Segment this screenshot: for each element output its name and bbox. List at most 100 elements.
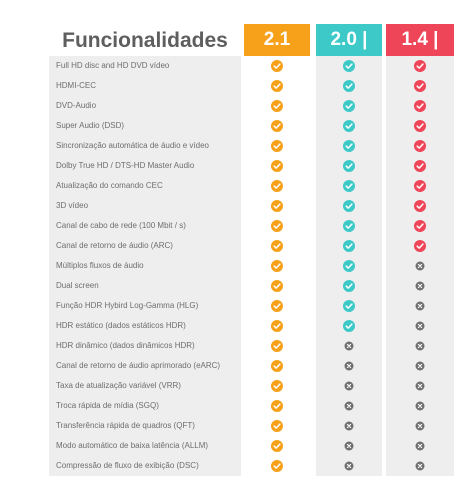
table-row: HDR estático (dados estáticos HDR) xyxy=(49,316,454,336)
check-icon xyxy=(414,180,426,192)
check-icon xyxy=(271,100,283,112)
check-icon xyxy=(271,380,283,392)
check-icon xyxy=(271,460,283,472)
check-icon xyxy=(271,160,283,172)
support-cell-hdmi-1-4 xyxy=(386,116,454,136)
cross-icon xyxy=(414,380,426,392)
support-cell-hdmi-2-0 xyxy=(316,156,382,176)
column-header-hdmi-2-0: 2.0 | 2.0 xyxy=(316,24,382,82)
support-cell-hdmi-2-1 xyxy=(244,356,310,376)
table-row: Taxa de atualização variável (VRR) xyxy=(49,376,454,396)
support-cell-hdmi-2-1 xyxy=(244,396,310,416)
feature-label: Múltiplos fluxos de áudio xyxy=(49,256,241,276)
check-icon xyxy=(271,320,283,332)
support-cell-hdmi-2-1 xyxy=(244,236,310,256)
check-icon xyxy=(414,100,426,112)
table-row: HDR dinâmico (dados dinâmicos HDR) xyxy=(49,336,454,356)
feature-label: Função HDR Hybird Log-Gamma (HLG) xyxy=(49,296,241,316)
support-cell-hdmi-1-4 xyxy=(386,176,454,196)
check-icon xyxy=(271,260,283,272)
table-title: Funcionalidades xyxy=(62,29,228,52)
table-row: Sincronização automática de áudio e víde… xyxy=(49,136,454,156)
check-icon xyxy=(343,60,355,72)
feature-label: DVD-Audio xyxy=(49,96,241,116)
feature-label: Compressão de fluxo de exibição (DSC) xyxy=(49,456,241,476)
support-cell-hdmi-2-0 xyxy=(316,56,382,76)
cross-icon xyxy=(414,360,426,372)
support-cell-hdmi-2-1 xyxy=(244,276,310,296)
check-icon xyxy=(271,280,283,292)
cross-icon xyxy=(414,320,426,332)
check-icon xyxy=(343,300,355,312)
support-cell-hdmi-1-4 xyxy=(386,196,454,216)
table-row: Atualização do comando CEC xyxy=(49,176,454,196)
support-cell-hdmi-2-0 xyxy=(316,376,382,396)
support-cell-hdmi-2-0 xyxy=(316,396,382,416)
check-icon xyxy=(414,160,426,172)
cross-icon xyxy=(414,400,426,412)
feature-label: Full HD disc and HD DVD vídeo xyxy=(49,56,241,76)
cross-icon xyxy=(414,280,426,292)
check-icon xyxy=(343,220,355,232)
support-cell-hdmi-2-0 xyxy=(316,236,382,256)
cross-icon xyxy=(414,260,426,272)
support-cell-hdmi-1-4 xyxy=(386,276,454,296)
feature-label: Transferência rápida de quadros (QFT) xyxy=(49,416,241,436)
check-icon xyxy=(271,140,283,152)
table-row: Dual screen xyxy=(49,276,454,296)
support-cell-hdmi-2-1 xyxy=(244,456,310,476)
check-icon xyxy=(271,220,283,232)
feature-label: Troca rápida de mídia (SGQ) xyxy=(49,396,241,416)
support-cell-hdmi-1-4 xyxy=(386,256,454,276)
check-icon xyxy=(271,300,283,312)
feature-label: Canal de retorno de áudio aprimorado (eA… xyxy=(49,356,241,376)
check-icon xyxy=(343,280,355,292)
feature-label: Sincronização automática de áudio e víde… xyxy=(49,136,241,156)
support-cell-hdmi-2-0 xyxy=(316,336,382,356)
check-icon xyxy=(271,360,283,372)
check-icon xyxy=(271,420,283,432)
feature-label: HDMI-CEC xyxy=(49,76,241,96)
support-cell-hdmi-2-1 xyxy=(244,156,310,176)
check-icon xyxy=(343,180,355,192)
table-row: Dolby True HD / DTS-HD Master Audio xyxy=(49,156,454,176)
feature-label: Modo automático de baixa latência (ALLM) xyxy=(49,436,241,456)
check-icon xyxy=(271,240,283,252)
check-icon xyxy=(271,80,283,92)
feature-label: Canal de retorno de áudio (ARC) xyxy=(49,236,241,256)
cross-icon xyxy=(343,400,355,412)
cross-icon xyxy=(343,440,355,452)
cross-icon xyxy=(414,300,426,312)
support-cell-hdmi-1-4 xyxy=(386,416,454,436)
support-cell-hdmi-2-0 xyxy=(316,96,382,116)
cross-icon xyxy=(343,420,355,432)
support-cell-hdmi-2-0 xyxy=(316,456,382,476)
support-cell-hdmi-1-4 xyxy=(386,456,454,476)
check-icon xyxy=(343,100,355,112)
support-cell-hdmi-1-4 xyxy=(386,396,454,416)
check-icon xyxy=(414,120,426,132)
cross-icon xyxy=(343,340,355,352)
check-icon xyxy=(271,200,283,212)
cross-icon xyxy=(414,460,426,472)
support-cell-hdmi-2-1 xyxy=(244,256,310,276)
support-cell-hdmi-1-4 xyxy=(386,216,454,236)
support-cell-hdmi-2-0 xyxy=(316,176,382,196)
support-cell-hdmi-2-1 xyxy=(244,216,310,236)
support-cell-hdmi-1-4 xyxy=(386,236,454,256)
check-icon xyxy=(414,220,426,232)
table-row: Canal de retorno de áudio (ARC) xyxy=(49,236,454,256)
column-header-hdmi-2-1: 2.1 xyxy=(244,24,310,56)
support-cell-hdmi-1-4 xyxy=(386,316,454,336)
feature-label: HDR dinâmico (dados dinâmicos HDR) xyxy=(49,336,241,356)
support-cell-hdmi-2-1 xyxy=(244,176,310,196)
check-icon xyxy=(271,340,283,352)
check-icon xyxy=(343,260,355,272)
feature-label: Dolby True HD / DTS-HD Master Audio xyxy=(49,156,241,176)
table-row: DVD-Audio xyxy=(49,96,454,116)
support-cell-hdmi-1-4 xyxy=(386,56,454,76)
support-cell-hdmi-1-4 xyxy=(386,96,454,116)
support-cell-hdmi-2-1 xyxy=(244,416,310,436)
check-icon xyxy=(414,60,426,72)
